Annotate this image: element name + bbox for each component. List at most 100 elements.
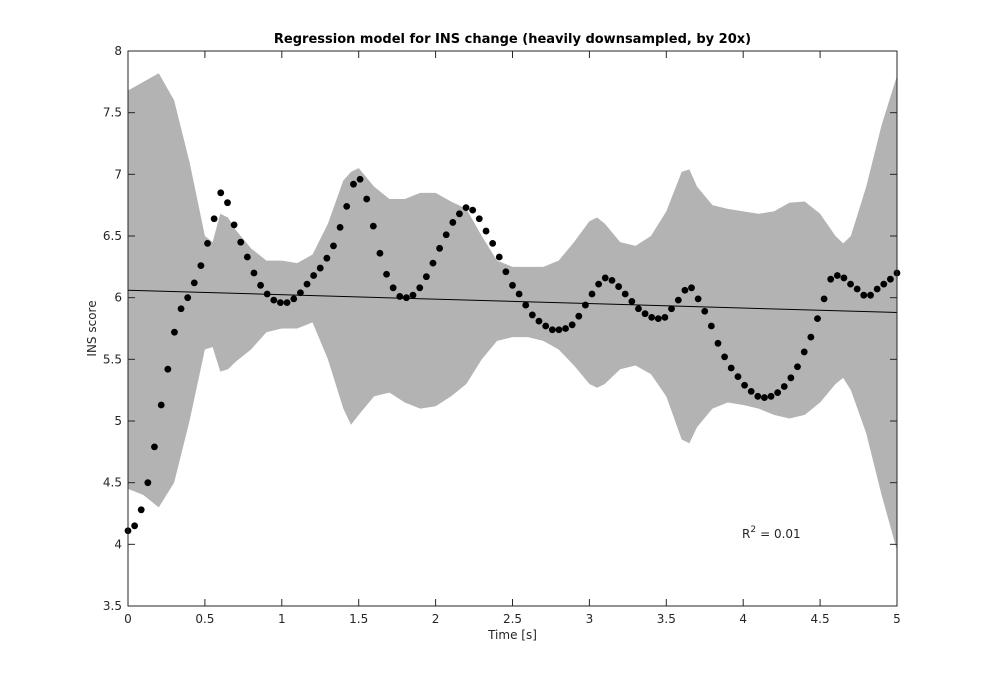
data-point [548, 326, 556, 334]
data-point [767, 392, 775, 400]
data-point [184, 294, 192, 302]
data-point [482, 227, 490, 235]
data-point [330, 242, 337, 250]
data-point [833, 272, 841, 279]
data-point [641, 310, 649, 318]
data-point [535, 317, 543, 325]
x-tick-label: 4.5 [811, 612, 830, 626]
x-tick-label: 1.5 [349, 612, 368, 626]
data-point [376, 249, 384, 257]
data-point [402, 294, 410, 302]
data-point [727, 364, 735, 372]
x-tick-label: 2 [432, 612, 440, 626]
data-point [814, 315, 821, 323]
annotation-base: R [742, 527, 750, 541]
annotation-superscript: 2 [750, 525, 756, 535]
data-point [635, 305, 642, 313]
x-tick-label: 1 [278, 612, 286, 626]
x-tick-label: 3 [586, 612, 594, 626]
chart-title: Regression model for INS change (heavily… [274, 32, 751, 47]
data-point [886, 275, 894, 283]
data-point [250, 269, 258, 277]
data-point [601, 274, 609, 282]
data-point [661, 314, 669, 321]
data-point [701, 307, 709, 315]
data-point [190, 279, 198, 287]
data-point [495, 253, 503, 261]
x-tick-label: 0 [124, 612, 132, 626]
data-point [416, 284, 424, 292]
data-point [827, 275, 835, 283]
data-point [867, 291, 874, 299]
data-point [336, 223, 344, 231]
data-point [449, 219, 457, 226]
data-point [588, 290, 596, 298]
data-point [522, 301, 530, 309]
data-point [774, 389, 782, 397]
y-tick-label: 7.5 [103, 106, 122, 120]
data-point [681, 286, 689, 294]
data-point [396, 293, 404, 300]
data-point [555, 326, 563, 334]
data-point [807, 333, 815, 341]
data-point [674, 296, 682, 304]
data-point [853, 285, 861, 293]
data-point [343, 203, 351, 210]
data-point [747, 388, 755, 395]
data-point [873, 285, 881, 293]
data-point [436, 244, 443, 252]
data-point [257, 281, 264, 289]
data-point [794, 363, 801, 371]
data-point [847, 280, 854, 288]
data-point [880, 280, 888, 288]
data-point [210, 215, 218, 223]
data-point [230, 221, 238, 229]
data-point [277, 299, 284, 306]
data-point [356, 175, 364, 183]
data-point [369, 222, 377, 230]
data-point [389, 284, 397, 292]
data-point [754, 392, 762, 400]
data-point [820, 295, 828, 303]
data-point [177, 305, 185, 313]
data-point [297, 289, 304, 297]
data-point [787, 374, 795, 382]
data-point [462, 204, 470, 212]
data-point [575, 312, 583, 320]
x-tick-label: 3.5 [657, 612, 676, 626]
data-point [469, 206, 477, 214]
confidence-band [128, 73, 897, 551]
data-point [595, 280, 603, 288]
data-point [860, 291, 868, 299]
data-point [721, 353, 728, 361]
data-point [568, 321, 576, 329]
data-point [562, 325, 569, 332]
data-point [164, 365, 172, 373]
annotation: R2 = 0.01 [742, 525, 801, 541]
y-tick-label: 4.5 [103, 476, 122, 490]
data-point [157, 401, 165, 409]
x-tick-label: 2.5 [503, 612, 522, 626]
data-point [502, 268, 510, 276]
data-point [290, 295, 298, 303]
y-tick-label: 6.5 [103, 229, 122, 243]
data-point [628, 297, 636, 305]
data-point [243, 253, 251, 261]
data-point [363, 195, 371, 203]
y-tick-label: 5.5 [103, 352, 122, 366]
data-point [310, 272, 318, 279]
data-point [303, 280, 311, 288]
data-point [654, 315, 662, 323]
data-point [316, 264, 324, 272]
data-point [171, 328, 178, 336]
data-point [137, 506, 145, 514]
data-point [800, 348, 808, 356]
x-tick-label: 5 [893, 612, 901, 626]
regression-line [127, 289, 898, 313]
data-point [582, 301, 589, 309]
data-point [542, 322, 550, 330]
data-point [734, 373, 742, 380]
y-tick-label: 4 [114, 537, 122, 551]
data-point [409, 291, 417, 299]
